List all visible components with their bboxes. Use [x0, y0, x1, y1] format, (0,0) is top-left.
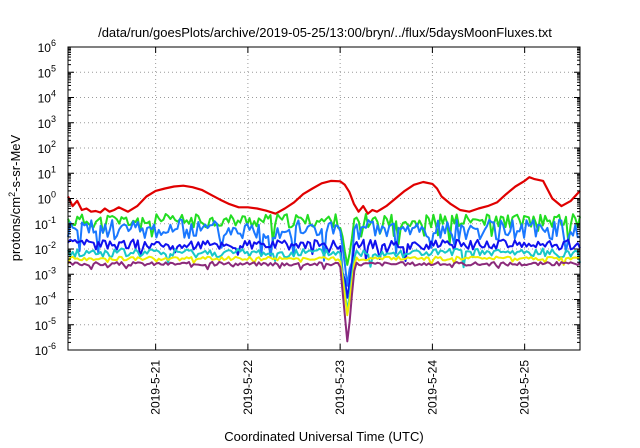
y-tick-label-exp: -3	[48, 265, 56, 275]
series-line-5	[67, 247, 581, 312]
y-tick-label-base: 10	[35, 243, 49, 257]
series-line-4	[67, 238, 581, 299]
y-tick-label-exp: -2	[48, 240, 56, 250]
series-line-7	[67, 260, 581, 343]
y-tick-label-base: 10	[35, 319, 49, 333]
y-tick-label-base: 10	[38, 66, 52, 80]
x-tick-label: 2019-5-23	[333, 360, 347, 415]
y-tick-label: 103	[38, 114, 56, 131]
series-lines	[67, 176, 581, 343]
y-tick-label-exp: -4	[48, 291, 56, 301]
x-tick-label: 2019-5-25	[518, 360, 532, 415]
x-tick-label: 2019-5-24	[425, 360, 439, 415]
y-tick-label: 104	[38, 89, 56, 106]
y-tick-label-exp: 0	[51, 190, 56, 200]
y-tick-label-base: 10	[35, 294, 49, 308]
x-axis-label: Coordinated Universal Time (UTC)	[224, 429, 423, 444]
y-tick-label-base: 10	[35, 344, 49, 358]
y-tick-label-exp: 6	[51, 38, 56, 48]
y-tick-label-base: 10	[38, 193, 52, 207]
y-tick-label: 102	[38, 139, 56, 156]
y-tick-label-exp: -6	[48, 341, 56, 351]
x-tick-label: 2019-5-21	[149, 360, 163, 415]
y-tick-label-exp: -5	[48, 316, 56, 326]
y-axis-label-exp: 2	[7, 192, 17, 197]
y-tick-label: 10-2	[35, 240, 56, 257]
y-tick-label-base: 10	[38, 117, 52, 131]
y-tick-label-exp: 3	[51, 114, 56, 124]
series-line-2	[67, 213, 581, 266]
y-tick-label: 100	[38, 190, 56, 207]
chart-title: /data/run/goesPlots/archive/2019-05-25/1…	[98, 25, 552, 40]
series-line-3	[67, 218, 581, 287]
y-tick-label-base: 10	[38, 167, 52, 181]
y-axis-label: protons/cm2-s-sr-MeV	[7, 134, 23, 261]
y-tick-label-base: 10	[38, 41, 52, 55]
y-tick-label-exp: -1	[48, 215, 56, 225]
y-tick-label-exp: 5	[51, 63, 56, 73]
y-tick-label-exp: 2	[51, 139, 56, 149]
series-line-1	[67, 176, 581, 215]
y-tick-label-exp: 1	[51, 164, 56, 174]
y-tick-label: 101	[38, 164, 56, 181]
y-tick-label: 106	[38, 38, 56, 55]
y-tick-label-base: 10	[38, 142, 52, 156]
y-tick-label-base: 10	[38, 92, 52, 106]
y-tick-label-base: 10	[35, 268, 49, 282]
y-tick-label: 10-5	[35, 316, 56, 333]
x-tick-label: 2019-5-22	[241, 360, 255, 415]
y-tick-label-exp: 4	[51, 89, 56, 99]
y-axis-label-rest: -s-sr-MeV	[8, 134, 23, 191]
y-tick-label-base: 10	[35, 218, 49, 232]
series-line-6	[67, 255, 581, 317]
y-tick-label: 10-4	[35, 291, 56, 308]
ticks: 10-610-510-410-310-210-11001011021031041…	[35, 38, 580, 415]
y-tick-label: 105	[38, 63, 56, 80]
y-tick-label: 10-1	[35, 215, 56, 232]
y-tick-label: 10-6	[35, 341, 56, 358]
y-axis-label-base: protons/cm	[8, 197, 23, 261]
y-tick-label: 10-3	[35, 265, 56, 282]
